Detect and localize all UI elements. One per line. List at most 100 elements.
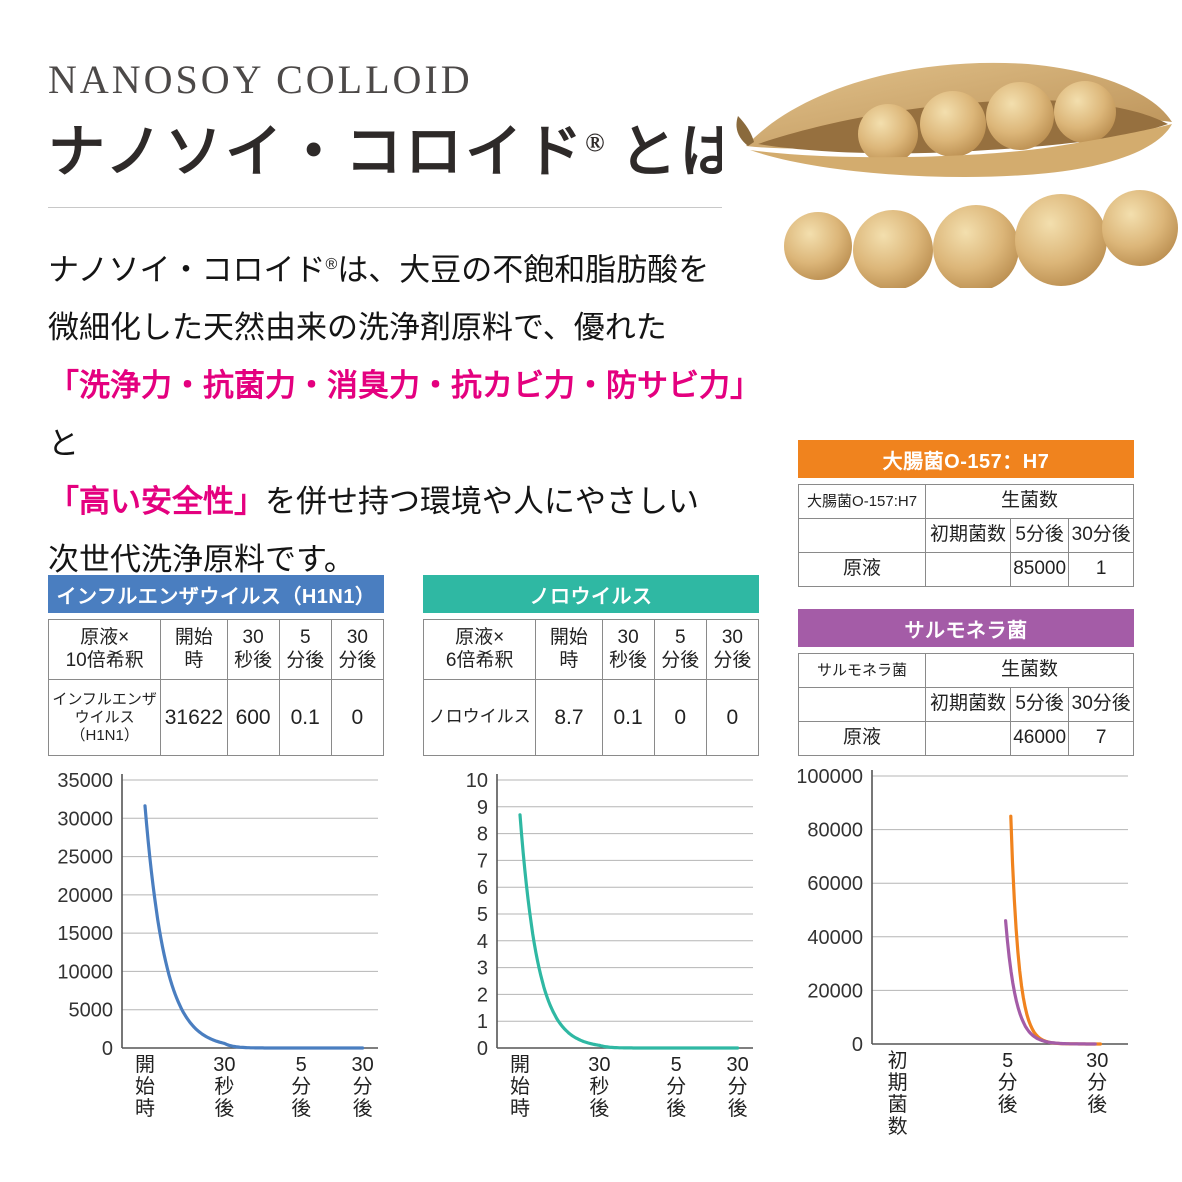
table-cell: インフルエンザ ウイルス （H1N1）: [47, 679, 162, 756]
table-cell: 7: [1068, 721, 1134, 756]
x-tick-label: 分: [291, 1075, 311, 1098]
y-tick-label: 60000: [807, 873, 863, 895]
y-tick-label: 20000: [807, 980, 863, 1002]
intro-text: を併せ持つ環境や人にやさしい: [265, 484, 699, 520]
x-tick-label: 後: [214, 1097, 234, 1120]
table-row: 初期菌数 5分後 30分後: [797, 518, 1134, 553]
table-cell: 5分後: [1009, 518, 1070, 553]
y-tick-label: 10000: [57, 961, 113, 983]
chart-line: [1004, 919, 1097, 1046]
intro-text: は、大豆の不飽和脂肪酸を: [337, 252, 710, 288]
y-tick-label: 100000: [798, 766, 863, 788]
table-cell: [797, 518, 927, 553]
y-tick-label: 7: [477, 850, 488, 872]
table-cell: 初期菌数: [925, 687, 1011, 722]
table-cell: 0: [705, 679, 760, 756]
table-row: インフルエンザ ウイルス （H1N1） 31622 600 0.1 0: [47, 679, 385, 756]
x-tick-label: 分: [666, 1075, 686, 1098]
table-cell: 0: [653, 679, 707, 756]
table-cell: 5分後: [1009, 687, 1070, 722]
norovirus-table: 原液× 6倍希釈 開始 時 30 秒後 5 分後 30 分後 ノロウイルス 8.7 0.1 0 0: [422, 619, 760, 756]
x-tick-label: 後: [353, 1097, 373, 1120]
intro-accent-powers: 「洗浄力・抗菌力・消臭力・抗カビ力・防サビ力」: [48, 368, 761, 404]
x-tick-label: 分: [353, 1075, 373, 1098]
x-tick-label: 始: [510, 1075, 530, 1098]
table-row: 大腸菌O-157:H7 生菌数: [797, 484, 1134, 519]
y-tick-label: 0: [102, 1038, 113, 1060]
x-tick-label: 初: [888, 1049, 908, 1072]
y-tick-label: 3: [477, 958, 488, 980]
x-tick-label: 始: [135, 1075, 155, 1098]
y-tick-label: 10: [466, 770, 488, 792]
table-row: 原液 46000 7: [797, 721, 1134, 756]
table-cell: 30 秒後: [601, 619, 655, 680]
section-header-ecoli: 大腸菌O-157：H7: [798, 440, 1134, 478]
influenza-table: 原液× 10倍希釈 開始 時 30 秒後 5 分後 30 分後 インフルエンザ ウイルス …: [47, 619, 385, 756]
table-cell: 1: [1068, 552, 1134, 587]
chart-line: [518, 813, 740, 1050]
table-cell: 0.1: [278, 679, 332, 756]
x-tick-label: 後: [1087, 1093, 1107, 1116]
x-tick-label: 後: [589, 1097, 609, 1120]
salmonella-table: サルモネラ菌 生菌数 初期菌数 5分後 30分後 原液 46000 7: [797, 653, 1134, 756]
y-tick-label: 0: [477, 1038, 488, 1060]
x-tick-label: 後: [666, 1097, 686, 1120]
x-tick-label: 分: [998, 1071, 1018, 1094]
table-cell: 8.7: [535, 679, 603, 756]
soybean-image: [722, 50, 1182, 288]
table-cell: [797, 687, 927, 722]
intro-paragraph: ナノソイ・コロイド®は、大豆の不飽和脂肪酸を 微細化した天然由来の洗浄剤原料で、…: [48, 236, 768, 589]
x-tick-label: 30: [588, 1054, 610, 1076]
x-tick-label: 後: [998, 1093, 1018, 1116]
x-tick-label: 時: [510, 1097, 530, 1120]
registered-mark: ®: [585, 128, 608, 157]
x-tick-label: 後: [291, 1097, 311, 1120]
ecoli-table: 大腸菌O-157:H7 生菌数 初期菌数 5分後 30分後 原液 85000 1: [797, 484, 1134, 587]
x-tick-label: 菌: [888, 1093, 908, 1116]
table-cell: 5 分後: [653, 619, 707, 680]
table-row: 原液× 10倍希釈 開始 時 30 秒後 5 分後 30 分後: [47, 619, 385, 680]
table-row: 原液× 6倍希釈 開始 時 30 秒後 5 分後 30 分後: [422, 619, 760, 680]
table-cell: 原液× 10倍希釈: [47, 619, 162, 680]
table-cell: 生菌数: [925, 653, 1134, 688]
table-row: 原液 85000 1: [797, 552, 1134, 587]
x-tick-label: 分: [1087, 1071, 1107, 1094]
section-header-influenza: インフルエンザウイルス（H1N1）: [48, 575, 384, 613]
table-row: 初期菌数 5分後 30分後: [797, 687, 1134, 722]
x-tick-label: 30: [213, 1054, 235, 1076]
section-influenza: インフルエンザウイルス（H1N1） 原液× 10倍希釈 開始 時 30 秒後 5 分後…: [47, 575, 385, 1169]
intro-text: と: [48, 426, 79, 462]
intro-accent-safety: 「高い安全性」: [48, 484, 265, 520]
table-cell: 30 分後: [330, 619, 385, 680]
registered-mark: ®: [325, 256, 338, 273]
en-title: NANOSOY COLLOID: [48, 57, 473, 102]
table-cell: 31622: [160, 679, 228, 756]
y-tick-label: 5: [477, 904, 488, 926]
table-cell: 600: [226, 679, 280, 756]
x-tick-label: 開: [510, 1054, 530, 1076]
table-cell: [925, 552, 1011, 587]
x-tick-label: 30: [727, 1054, 749, 1076]
y-tick-label: 6: [477, 877, 488, 899]
table-cell: 46000: [1009, 721, 1070, 756]
x-tick-label: 後: [728, 1097, 748, 1120]
table-cell: 30分後: [1068, 687, 1134, 722]
table-cell: 生菌数: [925, 484, 1134, 519]
y-tick-label: 2: [477, 984, 488, 1006]
table-cell: 大腸菌O-157:H7: [797, 484, 927, 519]
table-cell: 0: [330, 679, 385, 756]
chart-line: [143, 804, 365, 1050]
y-tick-label: 35000: [57, 770, 113, 792]
table-cell: ノロウイルス: [422, 679, 537, 756]
x-tick-label: 時: [135, 1097, 155, 1120]
table-cell: 原液× 6倍希釈: [422, 619, 537, 680]
section-header-salmonella: サルモネラ菌: [798, 609, 1134, 647]
table-row: ノロウイルス 8.7 0.1 0 0: [422, 679, 760, 756]
table-cell: 30 分後: [705, 619, 760, 680]
x-tick-label: 数: [888, 1115, 908, 1138]
table-cell: [925, 721, 1011, 756]
